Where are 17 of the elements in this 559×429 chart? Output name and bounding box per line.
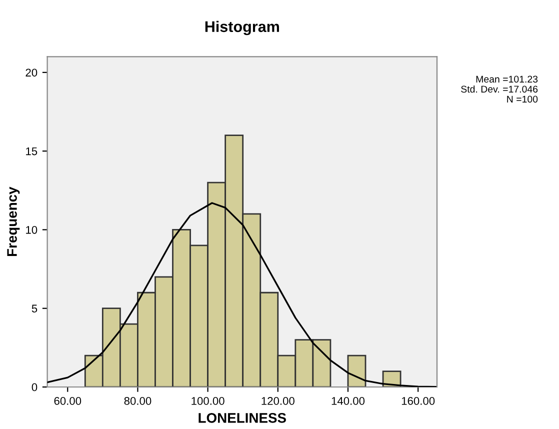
x-tick-label: 120.00	[262, 397, 294, 405]
x-tick-label: 100.00	[192, 397, 224, 405]
x-tick-label: 60.00	[54, 397, 82, 405]
x-tick-label: 160.00	[402, 397, 435, 405]
x-tick-label: 140.00	[332, 397, 365, 405]
text: Std. Dev. =17.046	[461, 85, 538, 93]
y-tick-label: 20	[26, 68, 38, 77]
text: N =100	[507, 96, 538, 103]
chart-title: Histogram	[205, 20, 279, 36]
text: Mean =101.23	[476, 76, 538, 83]
y-tick-label: 0	[32, 383, 38, 392]
y-tick-label: 10	[26, 226, 38, 234]
y-tick-label: 5	[32, 304, 38, 312]
y-axis-title: Frequency	[7, 186, 20, 256]
x-tick-label: 80.00	[124, 397, 152, 405]
y-tick-label: 15	[26, 147, 38, 156]
x-axis-title: LONELINESS	[198, 413, 286, 423]
